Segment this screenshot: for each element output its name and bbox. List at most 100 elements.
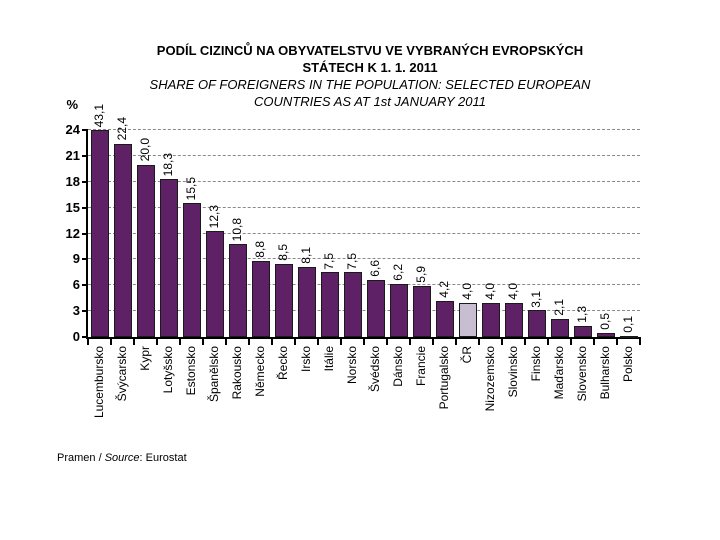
- bar-value-label: 6,2: [391, 263, 405, 281]
- source-label-english: Source: [104, 452, 140, 464]
- bar-value-label: 8,1: [299, 247, 313, 265]
- gridline-15: [88, 206, 640, 208]
- bar: [619, 336, 638, 338]
- category-label: Lotyšsko: [161, 346, 175, 394]
- category-label: Nizozemsko: [483, 346, 497, 412]
- bar: [366, 280, 385, 337]
- bar-value-label: 5,9: [414, 266, 428, 284]
- y-axis-tick: [82, 258, 88, 261]
- bar-value-label: 7,5: [345, 252, 359, 270]
- category-label: Kypr: [138, 346, 152, 371]
- category-label: Maďarsko: [552, 346, 566, 400]
- y-axis-tick: [82, 336, 88, 338]
- chart-title-block: PODÍL CIZINCŮ NA OBYVATELSTVU VE VYBRANÝ…: [90, 42, 650, 110]
- x-axis-tick: [110, 339, 112, 345]
- gridline-18: [88, 180, 640, 182]
- x-axis-tick: [248, 339, 250, 345]
- gridline-9: [88, 258, 640, 260]
- y-tick-label: 24: [65, 122, 80, 137]
- x-axis-tick: [363, 339, 365, 345]
- bar: [228, 243, 247, 337]
- x-axis-tick: [524, 339, 526, 345]
- bar: [504, 302, 523, 337]
- x-axis-tick: [478, 339, 480, 345]
- y-axis-tick: [82, 310, 88, 313]
- y-axis-tick: [82, 206, 88, 209]
- category-label: Švýcarsko: [115, 346, 129, 402]
- bar: [251, 261, 270, 337]
- bar: [159, 179, 178, 337]
- gridline-24: [88, 129, 640, 130]
- bar: [343, 272, 362, 337]
- category-label: Řecko: [276, 346, 290, 381]
- category-label: Švédsko: [368, 346, 382, 393]
- bar-value-label: 8,5: [276, 244, 290, 261]
- bar-value-label: 12,3: [207, 204, 221, 228]
- x-axis-tick: [455, 339, 457, 345]
- bar-value-label: 8,8: [253, 241, 267, 259]
- category-label: Bulharsko: [598, 346, 612, 400]
- bar: [596, 332, 615, 337]
- bar: [320, 272, 339, 337]
- y-tick-label: 21: [65, 147, 80, 163]
- category-label: Norsko: [345, 346, 359, 385]
- bar-value-label: 18,3: [161, 152, 175, 177]
- bar-highlighted: [458, 302, 477, 337]
- bar-value-label: 4,0: [483, 282, 497, 300]
- bar: [550, 318, 569, 337]
- y-tick-label: 3: [72, 303, 80, 319]
- y-tick-label: 18: [65, 173, 80, 189]
- title-czech-line1: PODÍL CIZINCŮ NA OBYVATELSTVU VE VYBRANÝ…: [156, 43, 584, 58]
- y-axis-unit-label: %: [66, 97, 78, 112]
- x-axis-line: [86, 337, 641, 339]
- bar-value-label: 0,1: [621, 316, 635, 333]
- y-tick-label: 0: [72, 329, 80, 344]
- x-axis-tick: [570, 339, 572, 345]
- x-axis-tick: [225, 339, 227, 345]
- x-axis-tick: [409, 339, 411, 345]
- x-axis-tick: [317, 339, 319, 345]
- bar-value-label: 0,5: [598, 313, 612, 330]
- category-label: Dánsko: [391, 346, 405, 387]
- bar: [297, 267, 316, 337]
- bar-value-label: 2,1: [552, 299, 566, 316]
- category-label: Lucembursko: [92, 346, 106, 419]
- category-label: Estonsko: [184, 346, 198, 396]
- category-label: Rakousko: [230, 346, 244, 400]
- bar: [389, 283, 408, 337]
- gridline-3: [88, 310, 640, 312]
- category-label: Polsko: [621, 346, 635, 383]
- x-axis-tick: [386, 339, 388, 345]
- title-english-line2: COUNTRIES AS AT 1st JANUARY 2011: [254, 94, 486, 109]
- y-tick-label: 15: [65, 199, 80, 215]
- source-label-czech: Pramen /: [57, 452, 105, 464]
- bar-value-label: 4,0: [460, 282, 474, 300]
- category-label: Slovinsko: [506, 346, 520, 398]
- bar: [136, 164, 155, 337]
- y-tick-label: 12: [65, 225, 80, 241]
- bar-value-label: 4,2: [437, 281, 451, 298]
- category-label: Itálie: [322, 346, 336, 372]
- bar-value-label: 10,8: [230, 217, 244, 241]
- title-czech-line2: STÁTECH K 1. 1. 2011: [302, 60, 438, 75]
- gridline-6: [88, 284, 640, 286]
- y-axis-tick: [82, 232, 88, 235]
- category-label: Španělsko: [207, 346, 221, 403]
- x-axis-tick: [87, 339, 89, 345]
- bar: [90, 130, 109, 337]
- source-note: Pramen / Source: Eurostat: [57, 452, 187, 464]
- bar-value-label: 3,1: [529, 290, 543, 308]
- category-label: ČR: [460, 346, 474, 364]
- bar-value-label: 15,5: [184, 176, 198, 201]
- bar: [481, 302, 500, 337]
- x-axis-tick: [593, 339, 595, 345]
- x-axis-tick: [156, 339, 158, 345]
- bar: [205, 230, 224, 337]
- x-axis-tick: [202, 339, 204, 345]
- bar-value-label: 1,3: [575, 306, 589, 323]
- bar-value-label: 7,5: [322, 252, 336, 270]
- bar-value-label: 43,1: [92, 103, 106, 127]
- bar-value-label: 20,0: [138, 138, 152, 162]
- x-axis-tick: [639, 339, 641, 345]
